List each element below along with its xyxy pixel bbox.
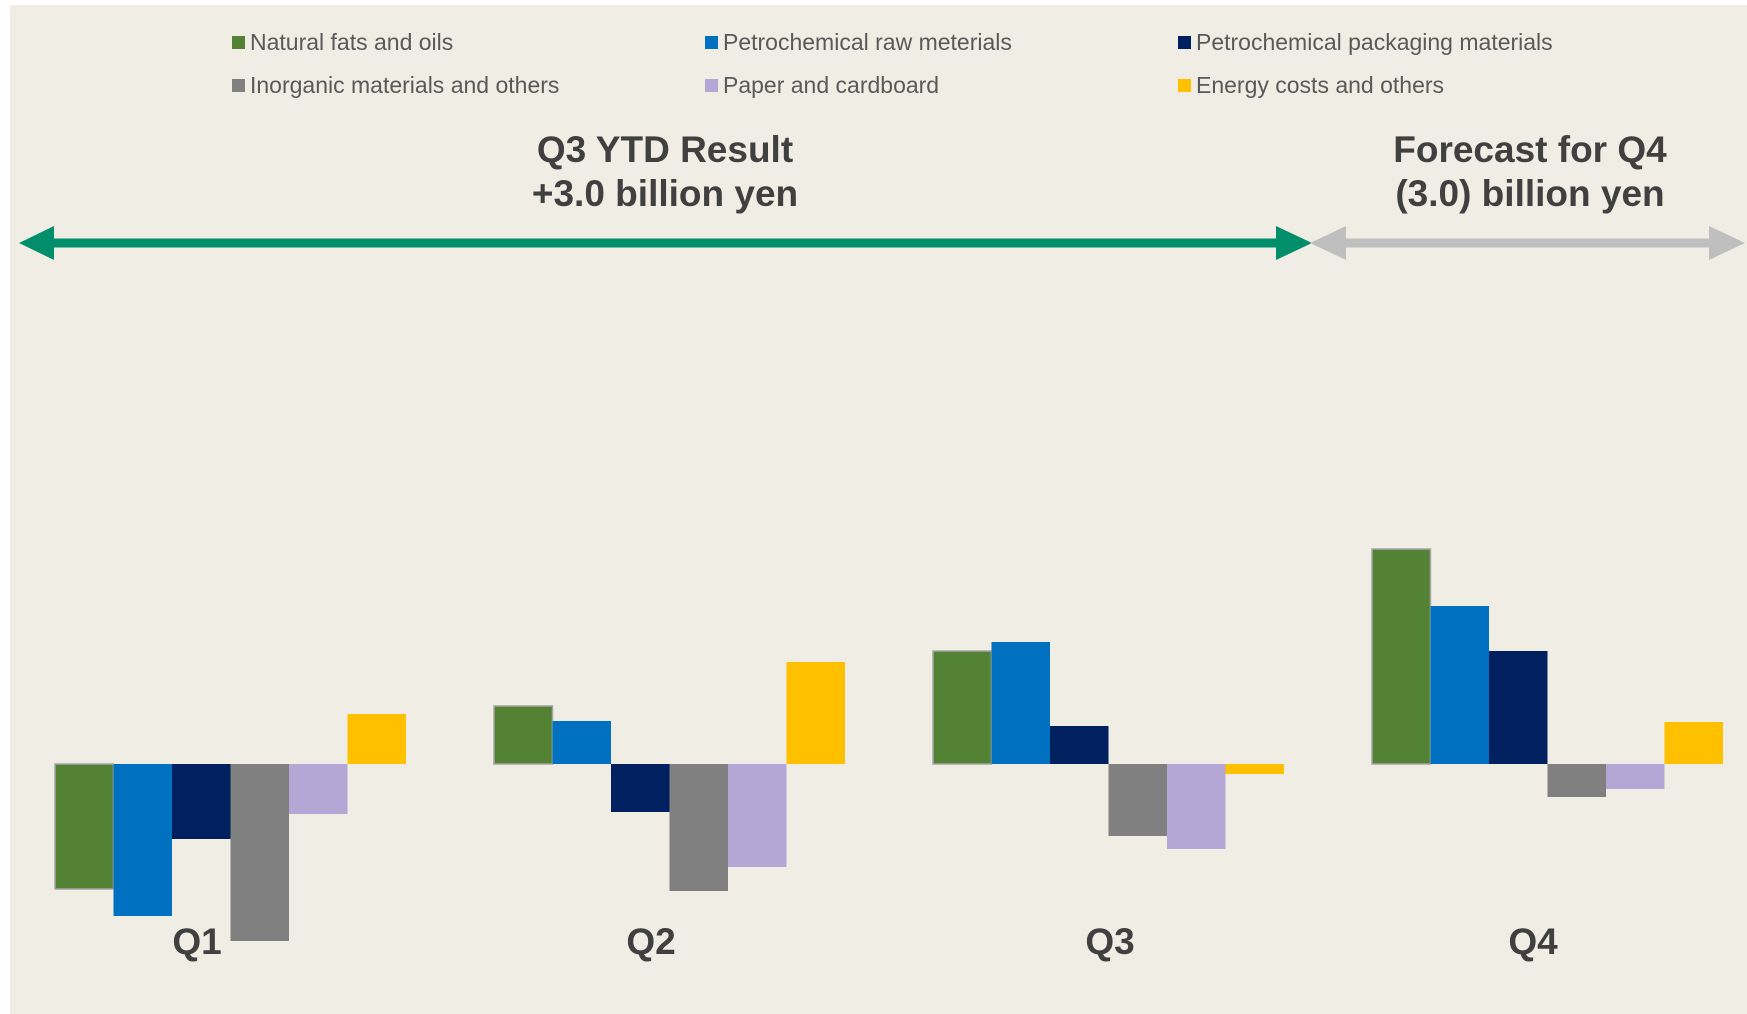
legend-item-inorganic: Inorganic materials and others <box>232 71 559 99</box>
bar-q2-series-0 <box>493 705 554 765</box>
result-banner-title: Q3 YTD Result <box>536 129 794 170</box>
bar-q2-series-5 <box>786 662 845 764</box>
bar-q4-series-4 <box>1606 764 1665 789</box>
bar-q2-series-1 <box>552 721 611 764</box>
legend-item-natural-fats: Natural fats and oils <box>232 28 453 56</box>
bar-q4-series-5 <box>1664 722 1723 764</box>
legend-label: Inorganic materials and others <box>250 71 560 98</box>
result-arrow-right-head <box>1276 226 1312 260</box>
legend-label: Paper and cardboard <box>723 71 940 98</box>
bar-q4-series-1 <box>1430 606 1489 764</box>
forecast-arrow-left-head <box>1310 226 1346 260</box>
bar-q3-series-0 <box>932 650 993 765</box>
legend-label: Petrochemical packaging materials <box>1196 28 1553 55</box>
legend-swatch <box>1178 78 1191 92</box>
bar-q4-series-2 <box>1489 651 1548 764</box>
bar-q3-series-1 <box>991 642 1050 764</box>
category-label-q3: Q3 <box>1085 921 1134 962</box>
result-arrow <box>19 226 1312 260</box>
bar-q4-series-0 <box>1371 548 1432 765</box>
bars <box>54 548 1723 941</box>
bar-q3-series-2 <box>1050 726 1109 764</box>
chart-legend: Natural fats and oils Petrochemical raw … <box>232 28 1632 118</box>
bar-q1-series-4 <box>289 764 348 814</box>
bar-q4-series-3 <box>1547 764 1606 797</box>
legend-item-petrochemical-raw: Petrochemical raw meterials <box>705 28 1012 56</box>
bar-q2-series-4 <box>728 764 787 867</box>
bar-q3-series-4 <box>1167 764 1226 849</box>
bar-q1-series-2 <box>172 764 231 839</box>
legend-item-petrochemical-packaging: Petrochemical packaging materials <box>1178 28 1553 56</box>
legend-item-paper: Paper and cardboard <box>705 71 939 99</box>
bar-q1-series-5 <box>347 714 406 764</box>
category-label-q4: Q4 <box>1508 921 1558 962</box>
legend-swatch <box>232 35 245 49</box>
legend-swatch <box>1178 35 1191 49</box>
legend-swatch <box>232 78 245 92</box>
legend-label: Natural fats and oils <box>250 28 454 55</box>
category-label-q1: Q1 <box>172 921 221 962</box>
forecast-banner-value: (3.0) billion yen <box>1395 173 1665 214</box>
category-labels: Q1 Q2 Q3 Q4 <box>172 921 1558 962</box>
bar-q2-series-3 <box>669 764 728 891</box>
bar-q1-series-1 <box>113 764 172 916</box>
chart-panel <box>10 5 1747 1014</box>
legend-swatch <box>705 78 718 92</box>
bar-q1-series-3 <box>230 764 289 941</box>
category-label-q2: Q2 <box>626 921 675 962</box>
bar-q3-series-5 <box>1225 764 1284 774</box>
bar-q1-series-0 <box>54 763 115 890</box>
result-banner-value: +3.0 billion yen <box>531 173 799 214</box>
forecast-arrow-right-head <box>1709 226 1745 260</box>
result-arrow-left-head <box>19 226 54 260</box>
result-banner: Q3 YTD Result +3.0 billion yen <box>465 128 865 216</box>
legend-label: Energy costs and others <box>1196 71 1445 98</box>
bar-q3-series-3 <box>1108 764 1167 836</box>
forecast-banner-title: Forecast for Q4 <box>1393 129 1667 170</box>
legend-label: Petrochemical raw meterials <box>723 28 1012 55</box>
bar-q2-series-2 <box>611 764 670 812</box>
legend-swatch <box>705 35 718 49</box>
forecast-arrow <box>1310 226 1745 260</box>
forecast-banner: Forecast for Q4 (3.0) billion yen <box>1330 128 1730 216</box>
legend-item-energy: Energy costs and others <box>1178 71 1444 99</box>
